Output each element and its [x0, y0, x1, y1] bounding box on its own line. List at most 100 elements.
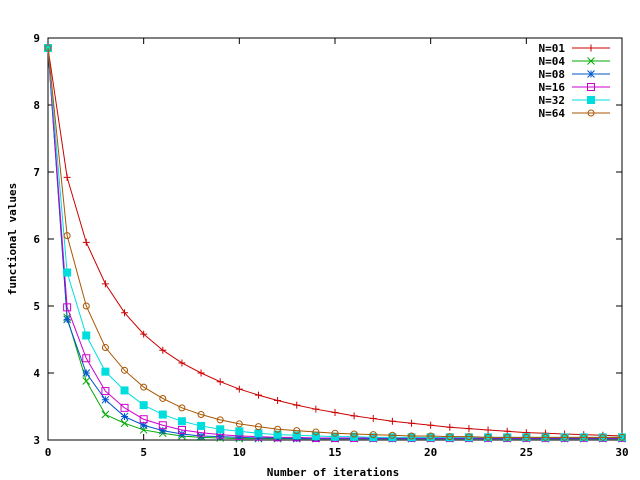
series-line	[47, 48, 622, 440]
series-line	[47, 48, 622, 440]
data-point	[121, 309, 129, 317]
legend-label: N=16	[539, 81, 566, 94]
data-point	[158, 426, 167, 435]
data-point	[465, 433, 473, 441]
data-point	[331, 409, 339, 417]
data-point	[273, 430, 282, 439]
data-point	[63, 315, 71, 324]
data-point	[82, 369, 91, 377]
data-point	[312, 405, 320, 413]
data-point	[484, 426, 492, 434]
data-point	[427, 432, 435, 440]
data-point	[101, 395, 110, 404]
data-point	[293, 401, 301, 409]
series-layer	[44, 44, 626, 443]
data-point	[407, 433, 416, 442]
data-point	[216, 425, 225, 434]
data-point	[350, 430, 358, 438]
data-point	[158, 421, 167, 430]
series-line	[47, 47, 623, 437]
data-point	[216, 378, 224, 386]
x-tick-label: 10	[233, 446, 246, 459]
data-point	[561, 433, 569, 441]
data-point	[139, 421, 148, 430]
data-point	[216, 416, 224, 424]
data-point	[254, 429, 263, 438]
data-point	[599, 433, 607, 441]
data-point	[580, 433, 588, 441]
series-n64	[44, 44, 626, 441]
series-line	[47, 47, 622, 438]
data-point	[197, 369, 205, 377]
legend-label: N=01	[539, 42, 566, 55]
data-point	[293, 427, 301, 435]
data-point	[408, 432, 416, 440]
data-point	[274, 425, 282, 433]
legend-marker	[587, 109, 595, 117]
y-tick-label: 6	[33, 233, 40, 246]
data-point	[408, 419, 416, 427]
legend-marker	[587, 83, 595, 91]
data-point	[446, 433, 454, 441]
data-point	[388, 433, 397, 442]
data-point	[235, 433, 244, 442]
data-point	[197, 411, 205, 419]
data-point	[101, 387, 110, 396]
data-point	[254, 391, 262, 399]
y-tick-label: 8	[33, 99, 40, 112]
y-tick-label: 5	[33, 300, 40, 313]
data-point	[177, 417, 186, 426]
data-point	[350, 412, 358, 420]
series-line	[47, 48, 622, 439]
data-point	[369, 431, 377, 439]
data-point	[427, 421, 435, 429]
legend-marker	[587, 44, 595, 52]
data-point	[159, 394, 167, 402]
data-point	[312, 428, 320, 436]
data-point	[101, 410, 110, 419]
legend-marker	[587, 57, 595, 65]
data-point	[63, 268, 72, 277]
y-axis-title: functional values	[6, 183, 19, 296]
data-point	[63, 232, 71, 240]
data-point	[82, 377, 91, 385]
plot-border	[47, 37, 623, 441]
x-tick-label: 0	[45, 446, 52, 459]
y-tick-label: 4	[33, 367, 40, 380]
data-point	[82, 354, 91, 363]
data-point	[388, 431, 396, 439]
data-point	[254, 423, 262, 431]
y-tick-label: 9	[33, 32, 40, 45]
x-tick-label: 30	[615, 446, 628, 459]
data-point	[178, 430, 186, 438]
data-point	[235, 427, 244, 436]
data-point	[503, 433, 511, 441]
data-point	[369, 415, 377, 423]
data-point	[522, 433, 530, 441]
data-point	[140, 383, 148, 391]
legend-marker	[587, 70, 595, 78]
x-axis-title: Number of iterations	[267, 466, 399, 479]
data-point	[82, 331, 91, 340]
data-point	[63, 173, 71, 181]
plot-frame	[47, 37, 623, 441]
legend-label: N=32	[539, 94, 566, 107]
data-point	[139, 415, 148, 424]
data-point	[158, 410, 167, 419]
legend-label: N=08	[539, 68, 566, 81]
data-point	[484, 433, 492, 441]
data-point	[120, 419, 129, 428]
data-point	[121, 366, 129, 374]
data-point	[178, 359, 186, 367]
data-point	[178, 404, 186, 412]
legend: N=01N=04N=08N=16N=32N=64	[539, 42, 610, 120]
data-point	[311, 431, 320, 440]
data-point	[159, 346, 167, 354]
y-tick-label: 7	[33, 166, 40, 179]
data-point	[254, 434, 263, 442]
data-point	[446, 423, 454, 431]
data-point	[101, 280, 109, 288]
legend-marker	[587, 96, 595, 104]
x-tick-label: 25	[520, 446, 533, 459]
